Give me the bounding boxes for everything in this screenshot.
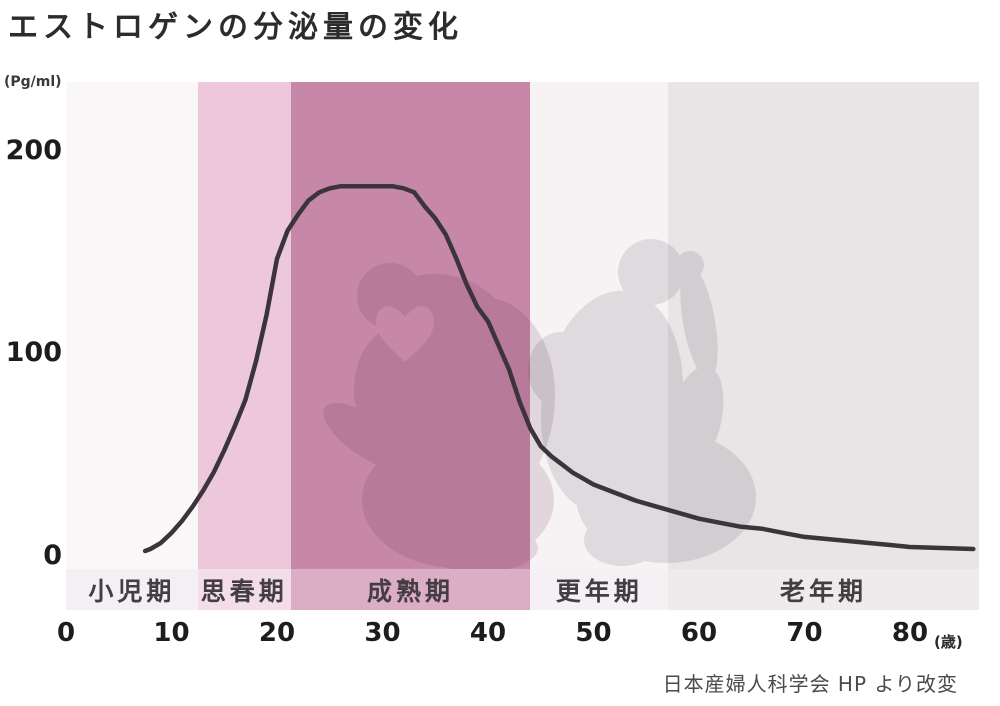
stage-strip-childhood: 小児期 xyxy=(66,569,198,610)
stage-strip-menopause: 更年期 xyxy=(530,569,669,610)
stage-band-childhood xyxy=(66,82,198,569)
y-tick-200: 200 xyxy=(5,135,62,166)
stage-band-puberty xyxy=(197,82,291,569)
y-tick-0: 0 xyxy=(43,540,62,571)
silhouette-woman-hand-on-head xyxy=(528,239,756,566)
x-tick-10: 10 xyxy=(153,618,190,648)
x-tick-50: 50 xyxy=(575,618,612,648)
stage-strip-puberty: 思春期 xyxy=(197,569,291,610)
stage-label-puberty: 思春期 xyxy=(200,576,288,606)
x-axis-unit-label: (歳) xyxy=(934,633,963,651)
estrogen-curve-path xyxy=(142,184,976,554)
stage-band-senior xyxy=(668,82,979,569)
heart-cutout-icon xyxy=(376,306,434,362)
x-tick-0: 0 xyxy=(56,618,76,648)
stage-label-maturity: 成熟期 xyxy=(366,576,454,606)
y-tick-100: 100 xyxy=(5,337,62,368)
chart-title: エストロゲンの分泌量の変化 xyxy=(8,10,463,45)
stage-strip-senior: 老年期 xyxy=(668,569,979,610)
x-tick-20: 20 xyxy=(258,618,296,648)
x-tick-60: 60 xyxy=(680,618,718,648)
stage-label-menopause: 更年期 xyxy=(555,576,643,606)
x-tick-40: 40 xyxy=(469,618,507,648)
stage-label-senior: 老年期 xyxy=(779,576,867,606)
x-tick-80: 80 xyxy=(891,618,929,648)
silhouette-woman-head-down xyxy=(323,263,556,569)
stage-strip-maturity: 成熟期 xyxy=(290,569,531,610)
source-note: 日本産婦人科学会 HP より改変 xyxy=(662,672,958,696)
x-tick-30: 30 xyxy=(364,618,401,648)
stage-label-childhood: 小児期 xyxy=(88,576,176,606)
y-axis-unit-label: (Pg/ml) xyxy=(4,74,62,90)
x-tick-70: 70 xyxy=(786,618,823,648)
